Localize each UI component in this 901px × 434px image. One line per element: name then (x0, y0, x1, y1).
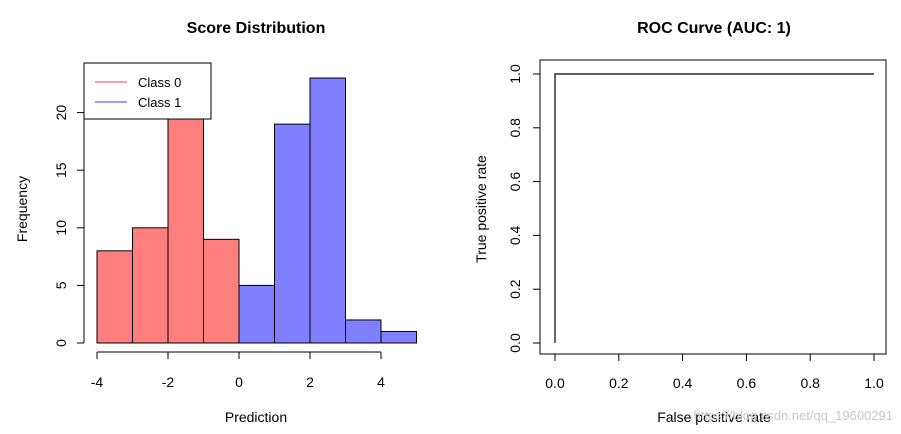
roc-y-tick-label: 0.8 (507, 118, 523, 138)
histogram-x-label: Prediction (225, 409, 287, 425)
roc-y-tick-label: 0.0 (507, 333, 523, 353)
histogram-y-tick-label: 5 (53, 281, 69, 289)
histogram-chart: Score Distribution Class 0 Class 1 -4 -2 0… (14, 20, 417, 425)
histogram-bar (345, 319, 382, 344)
histogram-y-label: Frequency (14, 176, 30, 242)
histogram-bar (203, 238, 240, 344)
roc-y-tick-label: 1.0 (507, 64, 523, 84)
histogram-y-tick-label: 0 (53, 339, 69, 347)
roc-x-tick-label: 0.8 (800, 375, 820, 391)
roc-x-tick-label: 0.6 (737, 375, 757, 391)
roc-chart: ROC Curve (AUC: 1) 0.0 0.2 0.4 0.6 0.8 1.0 0.… (473, 20, 887, 425)
legend-label-class0: Class 0 (138, 75, 181, 90)
histogram-bar (238, 284, 275, 344)
histogram-bar (132, 227, 169, 344)
histogram-bar (96, 250, 133, 344)
roc-y-tick-label: 0.2 (507, 279, 523, 299)
roc-x-tick-label: 0.2 (609, 375, 629, 391)
histogram-x-tick-label: 0 (235, 374, 243, 390)
histogram-x-tick-label: 2 (306, 374, 314, 390)
histogram-y-tick-label: 20 (53, 105, 69, 121)
roc-x-label: False positive rate (657, 409, 771, 425)
roc-x-tick-label: 0.0 (545, 375, 565, 391)
roc-x-tick-label: 1.0 (864, 375, 884, 391)
histogram-bar (274, 123, 311, 344)
roc-y-axis: 0.0 0.2 0.4 0.6 0.8 1.0 (507, 64, 541, 353)
roc-x-axis: 0.0 0.2 0.4 0.6 0.8 1.0 (545, 353, 884, 391)
histogram-y-tick-label: 15 (53, 162, 69, 178)
histogram-x-tick-label: 4 (377, 374, 385, 390)
roc-y-label: True positive rate (473, 155, 489, 263)
histogram-x-tick-label: -2 (162, 374, 175, 390)
roc-y-tick-label: 0.6 (507, 172, 523, 192)
legend-box (83, 62, 212, 120)
watermark-text: https://blog.csdn.net/qq_19600291 (694, 408, 894, 423)
roc-x-tick-label: 0.4 (673, 375, 693, 391)
histogram-x-axis: -4 -2 0 2 4 (91, 351, 385, 390)
histogram-title: Score Distribution (187, 20, 326, 37)
histogram-y-tick-label: 10 (53, 220, 69, 236)
legend-label-class1: Class 1 (138, 95, 181, 110)
roc-y-tick-label: 0.4 (507, 225, 523, 245)
histogram-bar (380, 330, 417, 344)
histogram-bar (309, 77, 346, 344)
roc-curve-line (554, 73, 874, 343)
roc-plot-frame (539, 59, 887, 355)
roc-title: ROC Curve (AUC: 1) (637, 20, 791, 37)
histogram-x-tick-label: -4 (91, 374, 104, 390)
histogram-y-axis: 0 5 10 15 20 (53, 105, 85, 347)
